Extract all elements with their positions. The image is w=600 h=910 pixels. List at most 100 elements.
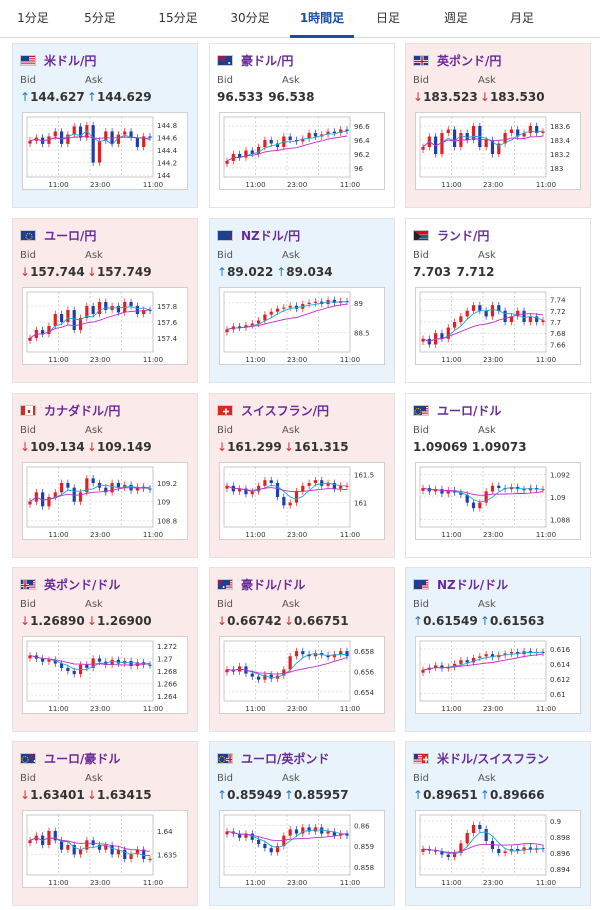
currency-pair-name[interactable]: ランド/円: [437, 228, 490, 243]
candle: [307, 827, 311, 832]
rate-card[interactable]: スイスフラン/円 Bid Ask ↓161.299 ↓161.315 161.5 161 11…: [209, 393, 395, 558]
ask-price: 1.26900: [96, 614, 152, 628]
ask-value: ↓1.63415: [87, 788, 152, 802]
candle: [263, 843, 267, 849]
price-chart[interactable]: 96.6 96.4 96.2 96 11:00 23:00 11:00: [219, 112, 385, 190]
moving-average-long: [422, 487, 544, 496]
rate-card[interactable]: NZドル/ドル Bid Ask ↑0.61549 ↑0.61563 0.616 0.614 0…: [405, 567, 591, 732]
rate-card[interactable]: ユーロ/円 Bid Ask ↓157.744 ↓157.749 157.8 157.6 157…: [12, 218, 198, 383]
y-tick-label: 183: [550, 165, 563, 173]
rate-card[interactable]: ユーロ/豪ドル Bid Ask ↓1.63401 ↓1.63415 1.64 1.635 11…: [12, 741, 198, 906]
rate-card[interactable]: 豪ドル/円 Bid Ask 96.533 96.538 96.6 96.4 96.2 96 11:…: [209, 43, 395, 208]
ask-value: ↑0.85957: [284, 788, 349, 802]
rate-card[interactable]: 豪ドル/ドル Bid Ask ↓0.66742 ↓0.66751 0.658 0.656 0.…: [209, 567, 395, 732]
tab-1[interactable]: 1分足: [17, 11, 49, 25]
currency-pair-name[interactable]: ユーロ/ドル: [437, 403, 502, 418]
y-tick-label: 1.64: [157, 828, 173, 836]
tab-4[interactable]: 30分足: [230, 11, 270, 25]
price-chart[interactable]: 0.86 0.859 0.858 11:00 23:00 11:00: [219, 810, 385, 888]
moving-average-long: [226, 485, 348, 492]
candlestick-chart: 0.616 0.614 0.612 0.61 11:00 23:00 11:00: [419, 640, 571, 713]
rate-card[interactable]: ユーロ/ドル Bid Ask 1.09069 1.09073 1.092 1.09 1.088…: [405, 393, 591, 558]
currency-pair-name[interactable]: 米ドル/円: [44, 53, 97, 68]
currency-pair-name[interactable]: カナダドル/円: [44, 403, 121, 418]
candle: [345, 651, 349, 657]
y-tick-label: 96.2: [354, 151, 370, 159]
currency-pair-name[interactable]: 英ポンド/ドル: [44, 577, 121, 592]
price-chart[interactable]: 89 88.5 11:00 23:00 11:00: [219, 287, 385, 365]
x-tick-label: 23:00: [90, 531, 110, 539]
candle: [459, 492, 463, 495]
currency-pair-name[interactable]: 米ドル/スイスフラン: [437, 751, 550, 766]
x-tick-label: 11:00: [340, 356, 360, 364]
arrow-down-icon: ↓: [20, 788, 31, 802]
tab-7[interactable]: 週足: [443, 11, 468, 25]
candle: [478, 825, 482, 829]
currency-pair-name[interactable]: スイスフラン/円: [241, 403, 330, 418]
currency-pair-name[interactable]: NZドル/ドル: [437, 577, 509, 592]
tab-5[interactable]: 1時間足: [290, 0, 354, 38]
ask-value: ↑144.629: [87, 90, 152, 104]
price-chart[interactable]: 144.8 144.6 144.4 144.2 144 11:00 23:00 11:00: [22, 112, 188, 190]
rate-card[interactable]: ユーロ/英ポンド Bid Ask ↑0.85949 ↑0.85957 0.86 0.859 0…: [209, 741, 395, 906]
rate-card[interactable]: 英ポンド/円 Bid Ask ↓183.523 ↓183.530 183.6 183.4 18…: [405, 43, 591, 208]
price-chart[interactable]: 157.8 157.6 157.4 11:00 23:00 11:00: [22, 287, 188, 365]
candle: [516, 310, 520, 317]
currency-pair-name[interactable]: 豪ドル/ドル: [241, 577, 306, 592]
rate-card[interactable]: 米ドル/スイスフラン Bid Ask ↑0.89651 ↑0.89666 0.9 0.898…: [405, 741, 591, 906]
price-chart[interactable]: 109.2 109 108.8 11:00 23:00 11:00: [22, 462, 188, 540]
x-tick-label: 11:00: [48, 356, 68, 364]
rate-card[interactable]: カナダドル/円 Bid Ask ↓109.134 ↓109.149 109.2 109 108…: [12, 393, 198, 558]
rate-card[interactable]: 米ドル/円 Bid Ask ↑144.627 ↑144.629 144.8 144.6 144…: [12, 43, 198, 208]
bid-price: 144.627: [30, 90, 85, 104]
candle: [269, 848, 273, 853]
bid-value: ↓109.134: [20, 440, 85, 454]
tab-6[interactable]: 日足: [375, 11, 400, 25]
currency-pair-name[interactable]: NZドル/円: [241, 228, 301, 243]
tab-3[interactable]: 15分足: [158, 11, 198, 25]
bid-price: 89.022: [227, 265, 274, 279]
moving-average-long: [29, 486, 151, 503]
candle: [509, 651, 514, 654]
bid-value: 96.533: [217, 90, 263, 104]
tab-2[interactable]: 5分足: [84, 11, 116, 25]
candle: [269, 140, 273, 144]
candle: [301, 138, 305, 142]
currency-pair-name[interactable]: 豪ドル/円: [241, 53, 294, 68]
price-chart[interactable]: 1.64 1.635 11:00 23:00 11:00: [22, 810, 188, 888]
x-tick-label: 11:00: [340, 531, 360, 539]
candlestick-chart: 109.2 109 108.8 11:00 23:00 11:00: [26, 466, 177, 539]
currency-pair-name[interactable]: 英ポンド/円: [437, 53, 502, 68]
currency-pair-name[interactable]: ユーロ/英ポンド: [241, 751, 330, 766]
rate-card[interactable]: 英ポンド/ドル Bid Ask ↓1.26890 ↓1.26900 1.272 1.27 1.…: [12, 567, 198, 732]
arrow-up-icon: ↑: [283, 788, 294, 802]
candle: [528, 651, 532, 653]
candle: [238, 833, 242, 838]
currency-pair-name[interactable]: ユーロ/円: [44, 228, 97, 243]
price-chart[interactable]: 7.74 7.72 7.7 7.68 7.66 11:00 23:00 11:00: [415, 287, 581, 365]
rate-card[interactable]: NZドル/円 Bid Ask ↑89.022 ↑89.034 89 88.5 11:00 23:…: [209, 218, 395, 383]
tab-8[interactable]: 月足: [509, 11, 534, 25]
x-tick-label: 11:00: [340, 879, 360, 887]
bid-price: 7.703: [413, 265, 451, 279]
price-chart[interactable]: 161.5 161 11:00 23:00 11:00: [219, 462, 385, 540]
candle: [53, 831, 57, 841]
ask-value: ↓1.26900: [87, 614, 152, 628]
price-chart[interactable]: 0.658 0.656 0.654 11:00 23:00 11:00: [219, 636, 385, 714]
price-chart[interactable]: 1.272 1.27 1.268 1.266 1.264 11:00 23:00 11:00: [22, 636, 188, 714]
price-chart[interactable]: 0.616 0.614 0.612 0.61 11:00 23:00 11:00: [415, 636, 581, 714]
currency-pair-name[interactable]: ユーロ/豪ドル: [44, 751, 121, 766]
bid-value: ↑144.627: [20, 90, 85, 104]
price-chart[interactable]: 1.092 1.09 1.088 11:00 23:00 11:00: [415, 462, 581, 540]
rate-card[interactable]: ランド/円 Bid Ask 7.703 7.712 7.74 7.72 7.7 7.68 7.66…: [405, 218, 591, 383]
y-tick-label: 0.616: [550, 646, 571, 654]
candle: [497, 305, 501, 311]
candle: [78, 318, 83, 330]
candle: [135, 486, 139, 491]
ask-value: 1.09073: [472, 440, 527, 454]
price-chart[interactable]: 0.9 0.898 0.896 0.894 11:00 23:00 11:00: [415, 810, 581, 888]
candle: [28, 655, 32, 659]
ask-label: Ask: [478, 773, 496, 784]
candle: [421, 669, 425, 673]
price-chart[interactable]: 183.6 183.4 183.2 183 11:00 23:00 11:00: [415, 112, 581, 190]
